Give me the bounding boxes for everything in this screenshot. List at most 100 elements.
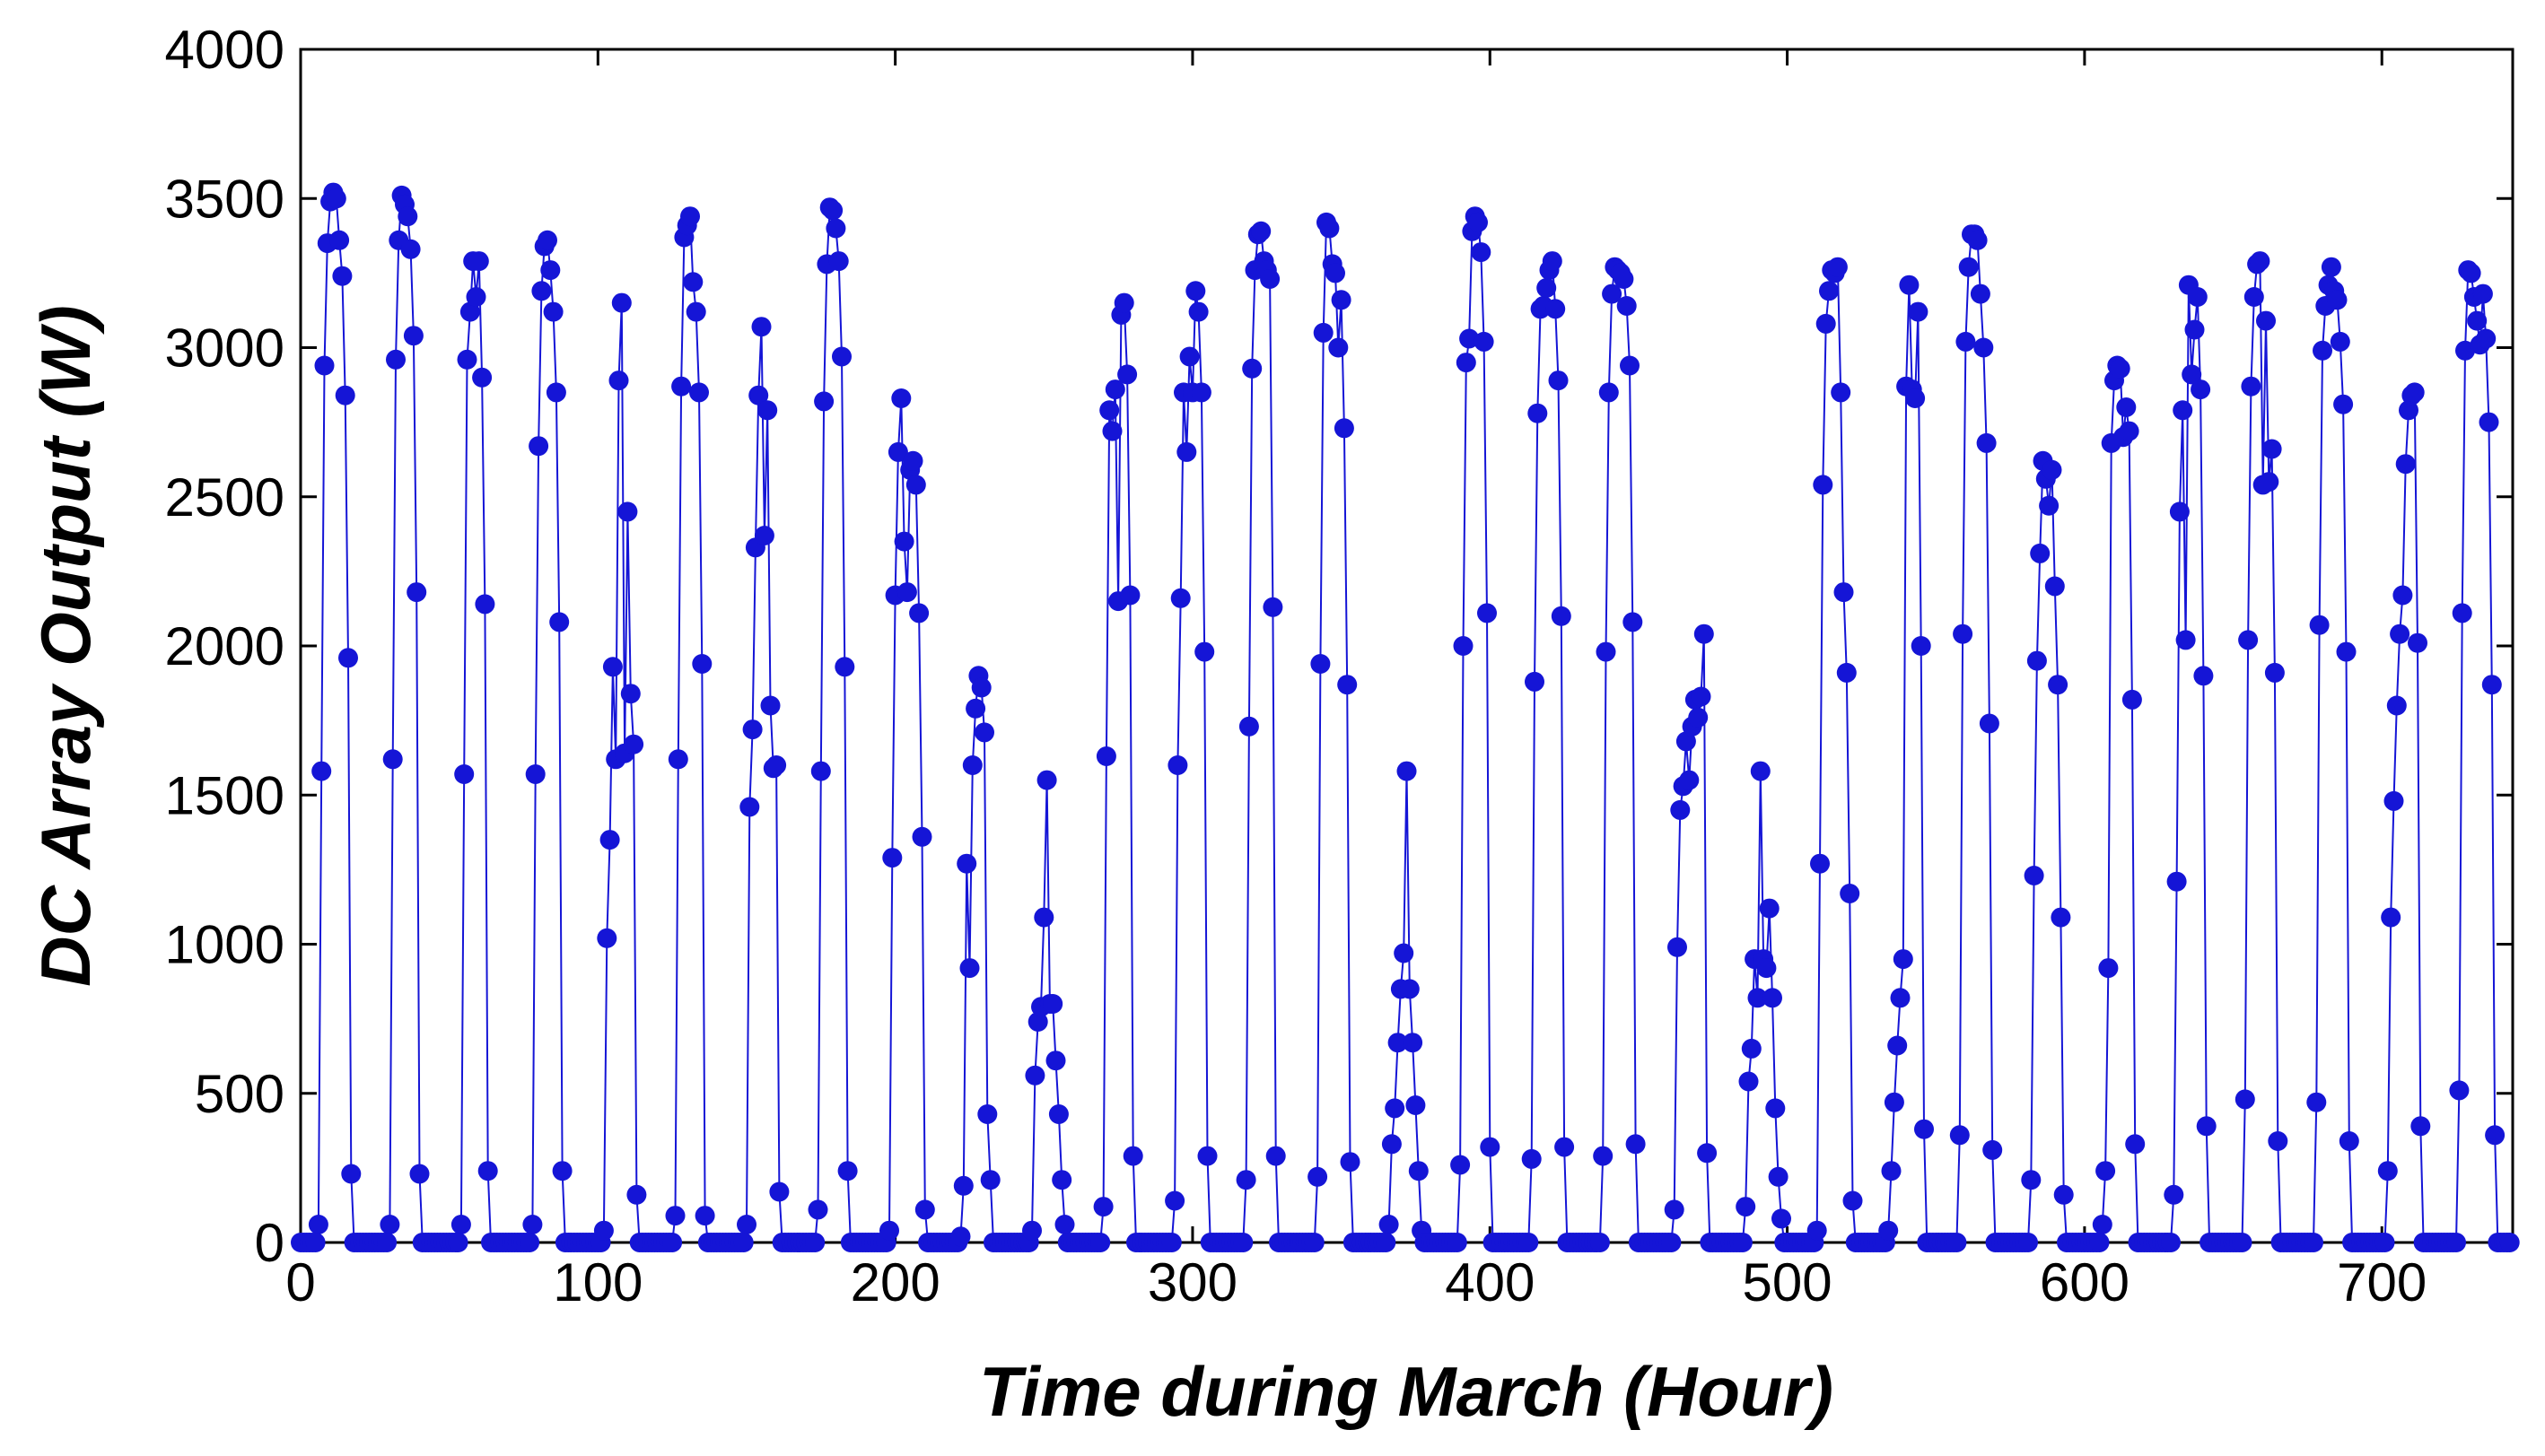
data-point xyxy=(1043,994,1063,1014)
data-point xyxy=(1949,1125,1970,1146)
data-point xyxy=(1688,707,1709,728)
x-tick-label: 300 xyxy=(1148,1252,1238,1312)
data-point xyxy=(1521,1148,1542,1169)
data-point xyxy=(1670,799,1691,820)
data-point xyxy=(837,1161,858,1181)
data-point xyxy=(1887,1035,1908,1056)
y-tick-label: 4000 xyxy=(165,20,284,80)
data-point xyxy=(2116,397,2137,417)
data-point xyxy=(2196,1116,2217,1137)
data-point xyxy=(912,826,932,847)
data-point xyxy=(520,1233,540,1252)
data-point xyxy=(2333,394,2354,414)
data-point xyxy=(823,200,844,221)
data-point xyxy=(1765,1098,1786,1119)
data-point xyxy=(341,1164,362,1184)
data-point xyxy=(1197,1146,1218,1166)
data-point xyxy=(1806,1220,1827,1241)
data-point xyxy=(671,376,692,397)
data-point xyxy=(1238,716,1259,737)
data-point xyxy=(2374,1233,2395,1252)
data-point xyxy=(611,292,632,313)
data-point xyxy=(1265,1146,1286,1166)
data-point xyxy=(1953,623,1973,644)
data-point xyxy=(2381,907,2401,928)
data-point xyxy=(2264,662,2285,683)
data-point xyxy=(914,1199,935,1220)
data-point xyxy=(2235,1089,2255,1110)
data-point xyxy=(1179,346,1200,367)
data-point xyxy=(448,1233,468,1252)
data-point xyxy=(1120,585,1141,606)
data-point xyxy=(2026,650,2047,671)
data-point xyxy=(624,734,644,754)
data-point xyxy=(1768,1166,1788,1187)
data-point xyxy=(1908,301,1928,322)
data-point xyxy=(1878,1220,1899,1241)
data-point xyxy=(1771,1208,1791,1229)
data-point xyxy=(602,657,623,677)
data-point xyxy=(608,371,629,391)
data-point xyxy=(1973,337,1994,358)
data-point xyxy=(2481,675,2502,695)
data-point xyxy=(2191,379,2211,400)
data-point xyxy=(1328,337,1349,358)
data-point xyxy=(2187,287,2208,307)
data-point xyxy=(332,266,353,286)
data-point xyxy=(308,1215,328,1234)
x-axis-ticks: 0 100 200 300 400 500 600 700 xyxy=(285,49,2427,1312)
data-point xyxy=(1176,441,1197,462)
data-point xyxy=(1260,269,1281,289)
y-tick-label: 0 xyxy=(255,1213,284,1273)
data-point xyxy=(2030,543,2051,563)
data-point xyxy=(552,1161,573,1181)
data-point xyxy=(1602,283,1622,304)
data-point xyxy=(1307,1166,1328,1187)
data-point xyxy=(1893,949,1913,970)
data-point xyxy=(1614,269,1634,289)
data-point xyxy=(1194,641,1215,662)
data-point xyxy=(2250,251,2270,272)
data-point xyxy=(1819,281,1839,301)
data-point xyxy=(2261,439,2282,459)
data-point xyxy=(737,1215,757,1234)
data-point xyxy=(538,230,557,250)
data-point xyxy=(1833,582,1854,603)
data-point xyxy=(1542,251,1562,272)
data-point xyxy=(1034,907,1054,928)
data-point xyxy=(1976,432,1997,453)
data-point xyxy=(1233,1233,1254,1252)
data-point xyxy=(2404,382,2425,403)
data-point xyxy=(540,260,561,281)
data-point xyxy=(400,239,421,259)
data-point xyxy=(1667,937,1687,957)
data-point xyxy=(2336,641,2357,662)
data-point xyxy=(1185,281,1206,301)
data-point xyxy=(2472,283,2493,304)
data-point xyxy=(1242,358,1263,379)
data-point xyxy=(1884,1092,1904,1112)
data-point xyxy=(326,188,346,209)
data-point xyxy=(1161,1233,1182,1252)
data-point xyxy=(1693,623,1714,644)
data-point xyxy=(894,531,914,552)
data-point xyxy=(2408,632,2427,653)
data-point xyxy=(1810,853,1830,874)
data-point xyxy=(1036,770,1057,790)
data-point xyxy=(382,749,403,770)
data-point xyxy=(477,1161,498,1181)
data-point xyxy=(1691,686,1711,707)
data-point xyxy=(626,1184,647,1205)
data-point xyxy=(2166,871,2187,892)
data-point xyxy=(950,1226,971,1247)
data-point xyxy=(1831,382,1851,403)
x-axis-label: Time during March (Hour) xyxy=(979,1352,1833,1431)
data-point xyxy=(1480,1137,1500,1157)
data-point xyxy=(814,391,835,412)
data-point xyxy=(1747,988,1768,1008)
data-point xyxy=(766,755,787,775)
data-point xyxy=(2169,501,2190,522)
data-point xyxy=(1967,230,1988,250)
data-point xyxy=(2121,689,2142,710)
